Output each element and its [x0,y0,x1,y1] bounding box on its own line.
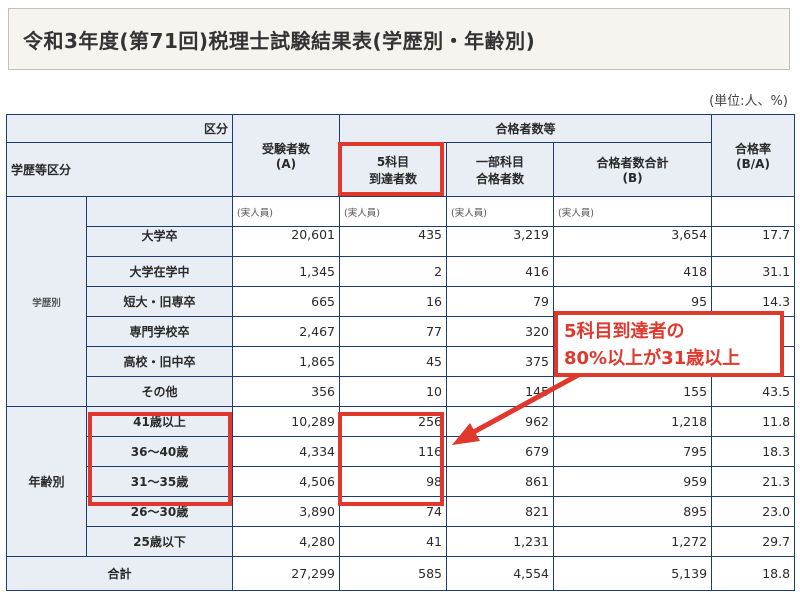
row-label: 25歳以下 [85,526,234,557]
note-empty [85,196,234,227]
annotation-callout: 5科目到達者の 80%以上が31歳以上 [554,311,784,377]
header-examinees-sub: (A) [275,157,297,171]
group-education: 学歴別 [6,196,87,407]
header-examinees-label: 受験者数 [262,142,311,156]
header-five-subjects-l1: 5科目 [376,154,410,169]
header-partial-l2: 合格者数 [476,171,525,186]
cell-rate: 23.0 [711,496,796,527]
cell-five: 74 [339,496,448,527]
cell-five: 77 [339,316,448,347]
cell-partial: 861 [446,466,555,497]
cell-examinees: 1,865 [232,346,341,377]
cell-examinees: 10,289 [232,406,341,437]
highlight-age-labels [88,412,232,506]
highlight-age-five-values [338,412,444,506]
cell-rate: 29.7 [711,526,796,557]
header-total-passers-label: 合格者数合計 [596,156,669,170]
cell-examinees: 20,601 [232,226,341,257]
cell-total: 1,218 [553,406,713,437]
row-label: 短大・旧専卒 [85,286,234,317]
note-examinees: (実人員) [232,196,341,227]
cell-total: 959 [553,466,713,497]
total-label: 合計 [5,556,234,591]
table-row: 大学卒 20,601 435 3,219 3,654 17.7 [7,226,796,257]
table-row: 大学在学中 1,345 2 416 418 31.1 [7,256,796,287]
cell-partial: 3,219 [446,226,555,257]
row-label: 41歳以上 [85,406,234,437]
header-pass-rate: 合格率 (B/A) [711,114,796,197]
total-partial: 4,554 [446,556,555,591]
header-partial-l1: 一部科目 [476,154,525,169]
cell-examinees: 2,467 [232,316,341,347]
cell-five: 45 [339,346,448,377]
page-title: 令和3年度(第71回)税理士試験結果表(学歴別・年齢別) [23,28,536,53]
cell-total: 895 [553,496,713,527]
total-rate: 18.8 [711,556,796,591]
cell-examinees: 4,334 [232,436,341,467]
table-row: 31〜35歳 4,506 98 861 959 21.3 [7,466,796,497]
header-total-passers: 合格者数合計 (B) [553,142,713,197]
header-five-subjects-l2: 到達者数 [369,171,418,186]
cell-rate: 17.7 [711,226,796,257]
header-pass-rate-label: 合格率 [735,142,772,156]
header-row-1: 区分 受験者数 (A) 合格者数等 合格率 (B/A) [5,114,796,197]
header-pass-rate-sub: (B/A) [736,157,770,171]
cell-rate: 43.5 [711,376,796,407]
header-row-2: 学歴等区分 5科目 到達者数 一部科目 合格者数 合格者数合計 (B) [5,142,795,197]
header-partial: 一部科目 合格者数 [446,142,555,197]
table-row: 36〜40歳 4,334 116 679 795 18.3 [7,436,796,467]
highlight-five-subjects-header [338,142,444,196]
total-examinees: 27,299 [232,556,341,591]
callout-line-2: 80%以上が31歳以上 [564,348,741,369]
cell-examinees: 4,280 [232,526,341,557]
cell-partial: 375 [446,346,555,377]
header-five-subjects: 5科目 到達者数 [339,142,448,197]
row-label: 大学卒 [85,226,234,257]
callout-line-1: 5科目到達者の [564,321,685,342]
table-row: 年齢別 41歳以上 10,289 256 962 1,218 11.8 [6,406,796,557]
results-table: 区分 受験者数 (A) 合格者数等 合格率 (B/A) 学歴等区分 5科目 到達… [5,114,796,591]
row-label: 36〜40歳 [85,436,234,467]
cell-five: 256 [339,406,448,437]
header-total-passers-sub: (B) [622,171,643,185]
cell-five: 435 [339,226,448,257]
cell-examinees: 4,506 [232,466,341,497]
cell-partial: 320 [446,316,555,347]
row-label: 大学在学中 [85,256,234,287]
table-row: 26〜30歳 3,890 74 821 895 23.0 [7,496,796,527]
row-label: 高校・旧中卒 [85,346,234,377]
cell-total: 418 [553,256,713,287]
cell-partial: 1,231 [446,526,555,557]
total-total: 5,139 [553,556,713,591]
group-age: 年齢別 [6,406,87,557]
cell-total: 155 [553,376,713,407]
total-five: 585 [339,556,448,591]
row-label: 26〜30歳 [85,496,234,527]
cell-examinees: 3,890 [232,496,341,527]
cell-total: 3,654 [553,226,713,257]
unit-label: (単位:人、%) [709,94,788,109]
title-box: 令和3年度(第71回)税理士試験結果表(学歴別・年齢別) [8,8,790,70]
total-row: 合計 27,299 585 4,554 5,139 18.8 [5,556,796,591]
cell-examinees: 356 [232,376,341,407]
header-gakureki-kubun: 学歴等区分 [5,142,234,197]
note-rate [711,196,796,227]
cell-partial: 821 [446,496,555,527]
header-passers-group: 合格者数等 [339,114,713,143]
cell-rate: 11.8 [711,406,796,437]
